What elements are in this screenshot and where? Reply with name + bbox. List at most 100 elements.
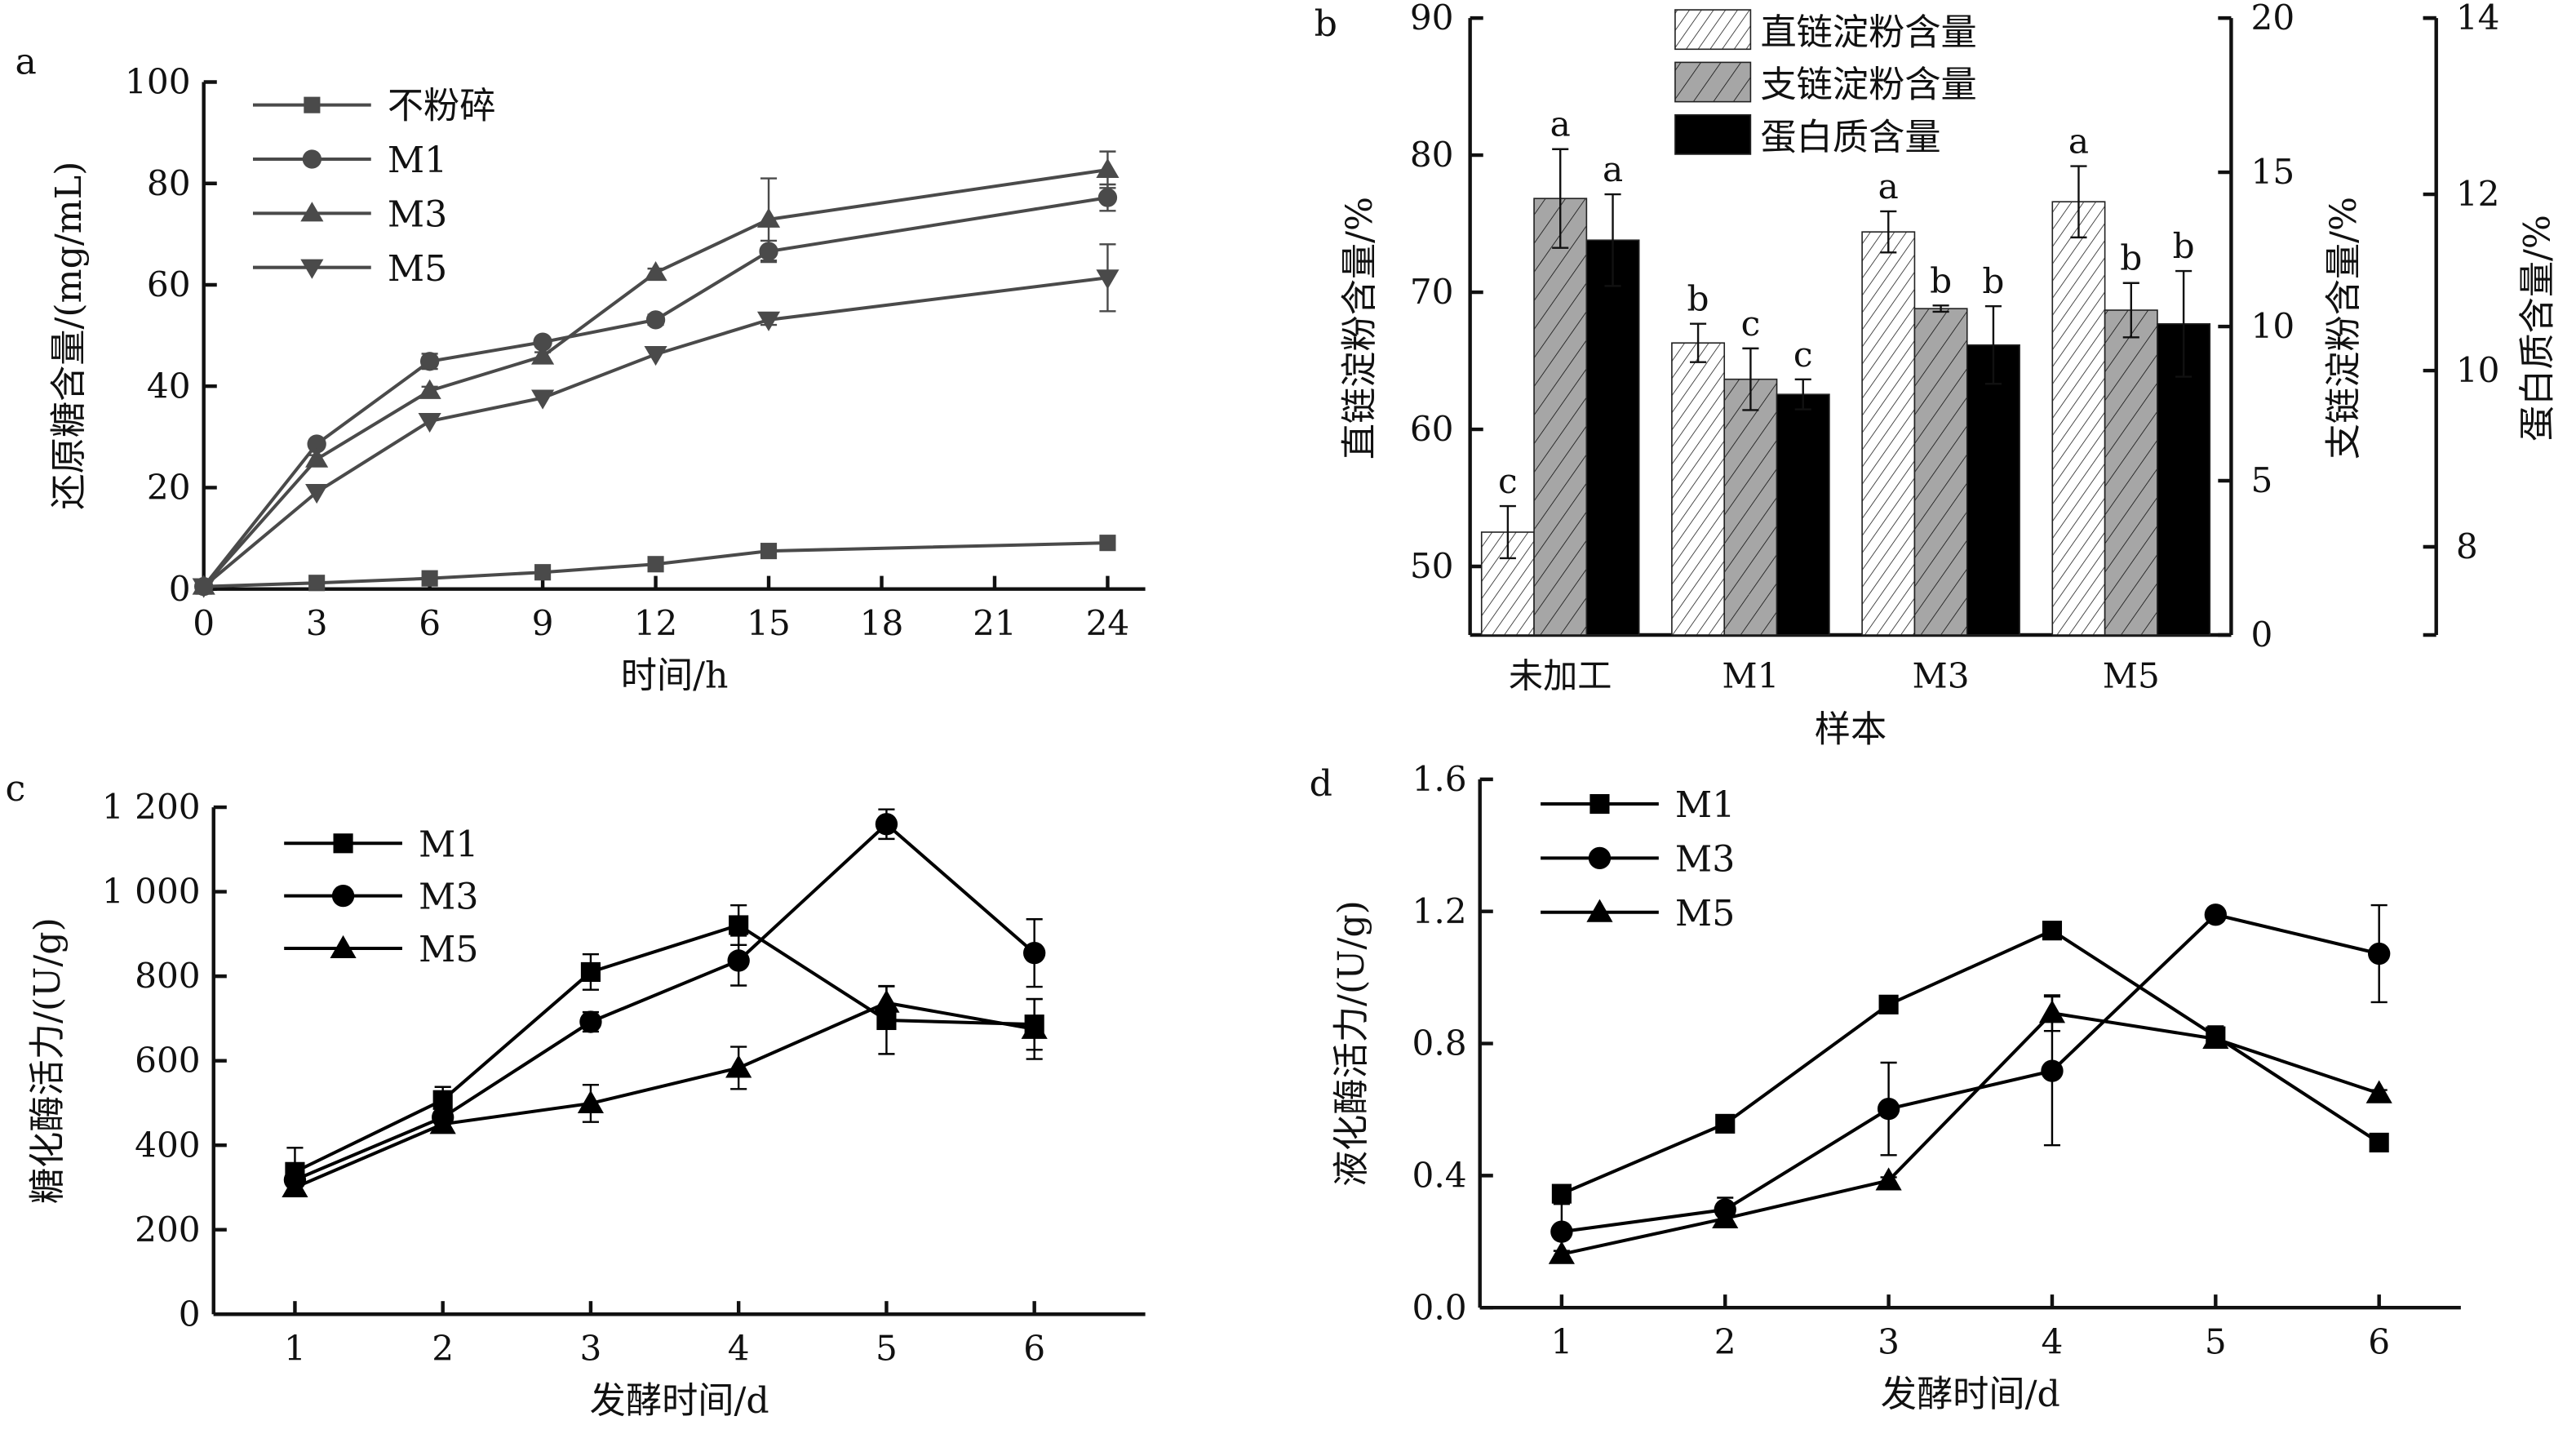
x-tick-label: 0 xyxy=(193,603,215,643)
x-tick-label: 1 xyxy=(284,1329,306,1369)
panel-letter: d xyxy=(1310,763,1332,805)
y-axis-label-left: 直链淀粉含量/% xyxy=(1339,197,1381,460)
x-tick-label: 4 xyxy=(2042,1321,2064,1361)
data-point xyxy=(577,1090,605,1114)
data-point xyxy=(282,1174,308,1198)
x-tick-label: 5 xyxy=(876,1329,898,1369)
y-tick-label: 0 xyxy=(2251,615,2273,655)
y-tick-label: 0 xyxy=(179,1294,201,1334)
y-tick-label: 20 xyxy=(147,468,191,508)
legend-label: 不粉碎 xyxy=(388,86,496,127)
data-point xyxy=(533,332,552,352)
significance-letter: c xyxy=(1793,335,1813,375)
data-point xyxy=(2369,1132,2389,1152)
series-line xyxy=(294,822,1035,1182)
data-point xyxy=(760,543,778,560)
y-tick-label: 10 xyxy=(2456,350,2500,390)
x-tick-label: 1 xyxy=(1550,1321,1572,1361)
panel-c: c 0 200 400 600 800 1 000 1 200 1 2 3 4 5 6 发酵时间/d 糖化酶活… xyxy=(5,768,1146,1422)
data-point xyxy=(580,961,601,983)
x-axis-label: 发酵时间/d xyxy=(1881,1374,2060,1415)
legend-marker xyxy=(302,149,322,169)
error-bar xyxy=(1932,304,1949,313)
x-tick-label: 3 xyxy=(306,603,328,643)
data-point xyxy=(873,989,900,1013)
y-tick-label: 10 xyxy=(2251,306,2295,346)
bar xyxy=(1533,198,1588,636)
y-tick-label: 60 xyxy=(147,264,191,304)
y-tick-label: 80 xyxy=(147,163,191,203)
x-tick-label: 4 xyxy=(728,1329,750,1369)
data-point xyxy=(1097,188,1118,207)
x-tick-label: 3 xyxy=(580,1329,602,1369)
legend-label: M5 xyxy=(388,248,447,290)
x-tick-label: M1 xyxy=(1722,655,1779,695)
error-bar xyxy=(1604,193,1621,287)
data-point xyxy=(875,813,898,836)
x-tick-label: 12 xyxy=(634,603,678,643)
legend-item: M5 xyxy=(253,248,447,290)
legend-item: 不粉碎 xyxy=(253,86,496,127)
legend-item: M5 xyxy=(284,929,478,970)
y-axis-label-protein: 蛋白质含量/% xyxy=(2516,215,2558,442)
x-axis-label: 发酵时间/d xyxy=(590,1380,769,1422)
series-line xyxy=(294,923,1035,1174)
data-point xyxy=(1021,1015,1048,1039)
x-tick-label: 未加工 xyxy=(1509,655,1612,695)
legend-label: 直链淀粉含量 xyxy=(1760,11,1976,53)
y-tick-label: 100 xyxy=(125,62,191,102)
legend-label: M1 xyxy=(419,824,478,865)
data-point xyxy=(1022,941,1046,965)
data-point xyxy=(727,949,750,972)
y-tick-label: 8 xyxy=(2456,526,2478,566)
y-tick-label: 70 xyxy=(1410,272,1454,312)
significance-letter: a xyxy=(1603,149,1623,189)
bar xyxy=(1723,378,1778,636)
bar xyxy=(2051,201,2106,636)
data-point xyxy=(1875,1167,1902,1191)
legend-marker xyxy=(1589,793,1610,815)
series-M3 xyxy=(1550,903,2391,1261)
series-line xyxy=(294,1001,1035,1189)
data-point xyxy=(531,389,555,410)
error-bar xyxy=(1552,148,1569,249)
y-tick-label: 0.8 xyxy=(1412,1023,1466,1063)
significance-letter: a xyxy=(2068,121,2089,161)
legend-item: M1 xyxy=(284,824,478,865)
data-point xyxy=(1550,1220,1573,1243)
legend-label: M3 xyxy=(419,877,478,918)
significance-letter: a xyxy=(1878,166,1899,206)
series-line xyxy=(1561,1011,2380,1256)
data-point xyxy=(1715,1113,1736,1134)
legend-item: M5 xyxy=(1541,893,1735,935)
y-tick-label: 400 xyxy=(135,1125,201,1165)
data-point xyxy=(429,1111,456,1134)
y-tick-label: 15 xyxy=(2251,152,2295,192)
data-point xyxy=(2038,1000,2066,1023)
data-point xyxy=(1548,1241,1575,1264)
error-bar xyxy=(1880,210,1897,254)
series-M5 xyxy=(282,984,1048,1198)
y-axis-label: 还原糖含量/(mg/mL) xyxy=(48,162,90,510)
legend-label: M5 xyxy=(419,929,478,970)
data-point xyxy=(307,434,326,454)
y-tick-label: 800 xyxy=(135,956,201,996)
data-point xyxy=(531,344,555,365)
data-point xyxy=(305,447,329,468)
bar xyxy=(1966,344,2020,636)
data-point xyxy=(1712,1205,1739,1229)
series-line xyxy=(202,167,1108,588)
data-point xyxy=(421,570,438,587)
x-tick-label: 24 xyxy=(1086,603,1130,643)
legend-label: M3 xyxy=(1675,838,1735,880)
significance-letter: b xyxy=(1687,279,1709,319)
error-bar xyxy=(2175,269,2192,378)
legend-item: M3 xyxy=(284,877,478,918)
legend-marker xyxy=(300,202,324,222)
x-tick-label: 2 xyxy=(432,1329,454,1369)
y-tick-label: 5 xyxy=(2251,460,2273,500)
panel-d: d 0.0 0.4 0.8 1.2 1.6 1 2 3 4 5 6 发酵时间/d 液化酶活力/(U/g) M… xyxy=(1310,759,2461,1415)
data-point xyxy=(1096,158,1120,179)
data-point xyxy=(1877,1097,1900,1121)
